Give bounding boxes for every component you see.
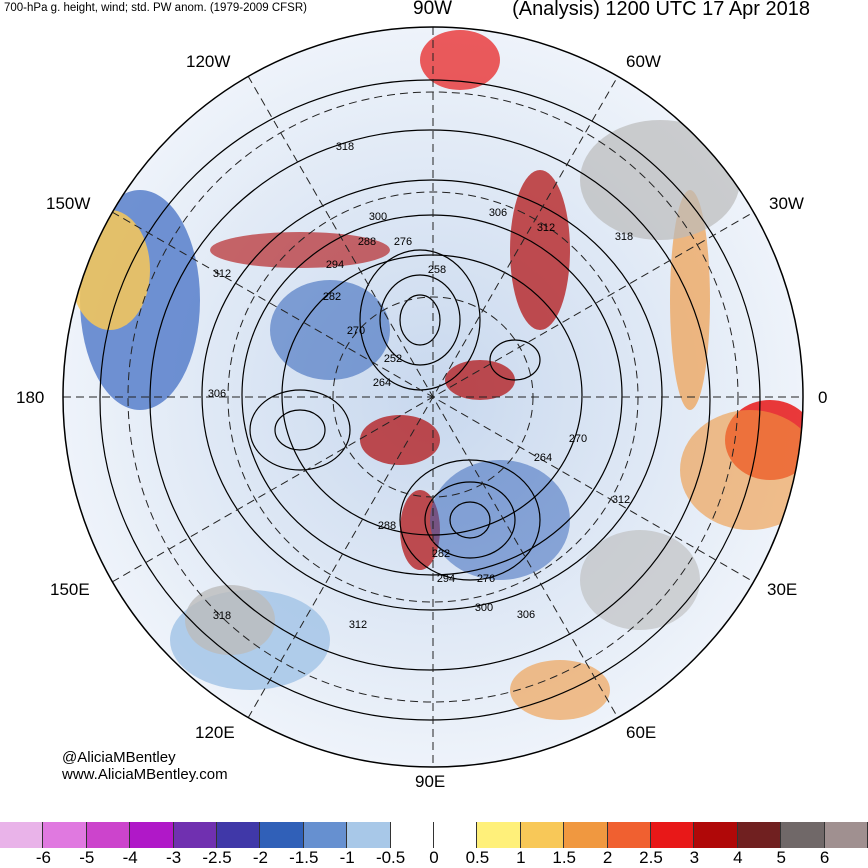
contour-label: 300 xyxy=(369,211,387,223)
colorbar-cell xyxy=(694,822,738,848)
lon-label-150e: 150E xyxy=(50,580,90,599)
contour-label: 264 xyxy=(534,452,552,464)
contour-label: 288 xyxy=(378,520,396,532)
contour-label: 318 xyxy=(213,610,231,622)
lon-label-60e: 60E xyxy=(626,723,657,742)
colorbar-tick-label: -1 xyxy=(339,848,355,867)
contour-label: 306 xyxy=(489,207,507,219)
colorbar-tick-label: 0 xyxy=(429,848,439,867)
map-border xyxy=(62,26,804,768)
colorbar-tick-label: 6 xyxy=(819,848,830,867)
lon-label-150w: 150W xyxy=(46,194,91,213)
contour-label: 312 xyxy=(612,494,630,506)
contour-label: 270 xyxy=(569,433,587,445)
colorbar-tick-label: 2.5 xyxy=(639,848,663,867)
colorbar-cell xyxy=(607,822,651,848)
lon-label-90e: 90E xyxy=(415,772,446,791)
colorbar-tick-label: 4 xyxy=(733,848,743,867)
colorbar-tick-label: 5 xyxy=(776,848,786,867)
contour-label: 270 xyxy=(347,325,365,337)
colorbar-cell xyxy=(477,822,521,848)
height-contours xyxy=(99,79,761,721)
colorbar-tick-label: -6 xyxy=(35,848,51,867)
colorbar-tick-label: 0.5 xyxy=(465,848,490,867)
colorbar-cell xyxy=(434,822,478,848)
colorbar-tick-label: -0.5 xyxy=(375,848,406,867)
contour-label: 300 xyxy=(475,602,493,614)
colorbar-tick-label: -2.5 xyxy=(202,848,232,867)
contour-label: 288 xyxy=(358,236,376,248)
contour-label: 294 xyxy=(326,259,344,271)
colorbar-cell xyxy=(0,822,44,848)
colorbar-tick-label: -5 xyxy=(79,848,95,867)
contour-label: 294 xyxy=(437,573,455,585)
lon-label-0: 0 xyxy=(818,388,828,407)
colorbar-tick-label: -3 xyxy=(166,848,182,867)
contour-label: 306 xyxy=(208,388,226,400)
colorbar-cell xyxy=(347,822,391,848)
colorbar-cell xyxy=(43,822,87,848)
contour-label: 258 xyxy=(428,264,446,276)
contour-label: 276 xyxy=(477,573,495,585)
colorbar-cell xyxy=(390,822,434,848)
contour-label: 252 xyxy=(384,353,402,365)
contour-label: 276 xyxy=(394,236,412,248)
contour-label: 318 xyxy=(336,141,354,153)
colorbar-cell xyxy=(86,822,131,848)
contour-label: 318 xyxy=(615,231,633,243)
map-title: (Analysis) 1200 UTC 17 Apr 2018 xyxy=(512,0,810,20)
polar-map: 318 300 306 312 288 276 294 258 282 270 … xyxy=(62,26,804,768)
contour-labels: 318 300 306 312 288 276 294 258 282 270 … xyxy=(208,141,633,631)
contour-label: 306 xyxy=(517,609,535,621)
colorbar xyxy=(0,822,868,848)
colorbar-cell xyxy=(781,822,825,848)
colorbar-cell xyxy=(217,822,261,848)
colorbar-tick-label: -2 xyxy=(252,848,268,867)
lon-label-120e: 120E xyxy=(195,723,235,742)
graticule xyxy=(63,27,803,767)
contour-label: 312 xyxy=(537,222,555,234)
colorbar-cell xyxy=(651,822,695,848)
pw-anomaly-shading xyxy=(70,30,803,720)
colorbar-cell xyxy=(824,822,868,848)
credit-twitter: @AliciaMBentley xyxy=(62,749,176,766)
colorbar-tick-label: -1.5 xyxy=(289,848,319,867)
contour-label: 264 xyxy=(373,377,391,389)
map-subtitle: 700-hPa g. height, wind; std. PW anom. (… xyxy=(4,2,307,14)
colorbar-tick-label: 1.5 xyxy=(552,848,577,867)
contour-label: 312 xyxy=(213,268,231,280)
colorbar-cell xyxy=(173,822,217,848)
contour-label: 282 xyxy=(323,291,341,303)
lon-label-60w: 60W xyxy=(626,52,661,71)
lon-label-120w: 120W xyxy=(186,52,231,71)
lon-label-30e: 30E xyxy=(767,580,798,599)
colorbar-cell xyxy=(303,822,348,848)
colorbar-cell xyxy=(564,822,608,848)
colorbar-tick-label: 2 xyxy=(602,848,613,867)
colorbar-cell xyxy=(260,822,304,848)
colorbar-cell xyxy=(737,822,782,848)
lon-label-30w: 30W xyxy=(769,194,804,213)
colorbar-tick-label: 1 xyxy=(516,848,526,867)
colorbar-tick-label: -4 xyxy=(122,848,138,867)
colorbar-cell xyxy=(130,822,174,848)
credit-website: www.AliciaMBentley.com xyxy=(62,766,228,783)
colorbar-cell xyxy=(520,822,565,848)
colorbar-tick-label: 3 xyxy=(689,848,700,867)
contour-label: 312 xyxy=(349,619,367,631)
lon-label-90w: 90W xyxy=(413,0,453,19)
lon-label-180: 180 xyxy=(16,388,45,407)
contour-label: 282 xyxy=(432,548,450,560)
